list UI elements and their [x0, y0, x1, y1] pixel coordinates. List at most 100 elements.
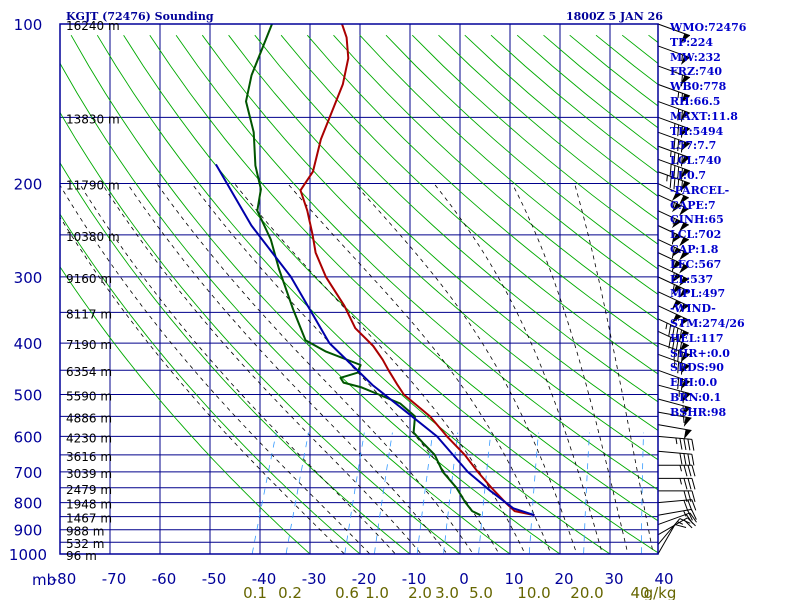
wind-barb-flag: [679, 195, 689, 205]
wind-barb-full: [677, 179, 680, 191]
temperature-tick-label: 40: [654, 570, 673, 588]
wind-barb-full: [677, 377, 680, 390]
wind-barb-flag: [680, 55, 690, 65]
temperature-tick-label: 30: [604, 570, 623, 588]
wind-barb-full: [671, 260, 675, 272]
wind-barb: [657, 264, 690, 286]
wind-barb-full: [675, 340, 679, 352]
wind-barb-full: [677, 139, 680, 152]
sounding-index: MPL:497: [670, 287, 726, 301]
wind-barb-full: [679, 438, 683, 450]
wind-barb: [657, 524, 687, 555]
temperature-tick-label: 10: [504, 570, 523, 588]
dewpoint-profile: [245, 24, 481, 517]
wind-barb-full: [675, 328, 679, 340]
wind-barb-full: [679, 329, 683, 342]
wind-barb-full: [683, 500, 689, 512]
pressure-label: 700: [14, 464, 43, 482]
wind-barb-flag: [680, 75, 690, 85]
wind-barb-full: [673, 152, 676, 164]
mixing-ratio-line: [344, 432, 365, 554]
moist-adiabat: [156, 183, 474, 554]
sounding-index: LCL:702: [670, 228, 722, 242]
sounding-index: MW:232: [670, 50, 721, 64]
mixing-ratio-line: [416, 432, 434, 554]
wind-barb-flag: [682, 392, 691, 402]
wind-barb-full: [674, 524, 687, 528]
wind-barb-staff: [657, 65, 691, 79]
wind-barb-full: [691, 454, 695, 466]
moist-adiabat: [574, 183, 654, 554]
wind-barb-full: [677, 166, 680, 179]
wind-barb-flag: [671, 247, 682, 257]
height-label: 8117 m: [66, 307, 112, 321]
wind-barb-full: [673, 349, 676, 361]
sounding-index: TP:224: [670, 35, 714, 49]
temperature-tick-label: -30: [302, 570, 327, 588]
wind-barb-full: [687, 478, 692, 490]
wind-barb-full: [673, 165, 676, 177]
sounding-index: BSHR:98: [670, 405, 727, 419]
temperature-tick-label: -20: [352, 570, 377, 588]
wind-barb-staff: [657, 524, 676, 555]
wind-barb-flag: [671, 233, 682, 244]
wind-barb-flag: [671, 203, 682, 213]
wind-barb-full: [680, 74, 683, 87]
sounding-index: CAPE:7: [670, 198, 716, 212]
wind-barb-flag: [671, 300, 682, 310]
pressure-label: 400: [14, 335, 43, 353]
wind-barb-full: [691, 478, 696, 490]
wind-barb-flag: [671, 273, 682, 283]
moist-adiabat: [101, 183, 422, 554]
wind-barb-staff: [657, 517, 688, 536]
sounding-index: LFC:567: [670, 257, 722, 271]
wind-barb-flag: [680, 141, 690, 152]
wind-barb-full: [687, 465, 692, 477]
wind-barb-full: [677, 153, 680, 166]
wind-barb-flag: [679, 264, 689, 274]
wind-barb: [657, 145, 691, 167]
wind-barb-flag: [680, 352, 690, 363]
sounding-curves: [215, 24, 535, 517]
wind-barb-half: [673, 123, 676, 130]
wind-barb: [657, 342, 691, 364]
wind-barb-staff: [657, 450, 692, 455]
wind-barb-flag: [671, 285, 682, 295]
dry-adiabat: [280, 34, 658, 375]
mixing-ratio-line: [583, 432, 590, 554]
mixing-ratio-label: 40: [630, 584, 649, 600]
wind-barb-flag: [679, 251, 689, 261]
height-label: 988 m: [66, 525, 104, 539]
dry-adiabat: [60, 265, 311, 554]
valid-time: 1800Z 5 JAN 26: [566, 10, 663, 23]
wind-barb-flag: [679, 222, 689, 232]
wind-barb-flag: [671, 314, 682, 324]
wind-barb-staff: [657, 398, 691, 409]
chart-title: KGJT (72476) Sounding: [66, 10, 214, 23]
temperature-tick-label: -40: [252, 570, 277, 588]
dry-adiabat: [333, 34, 658, 321]
wind-barb: [657, 276, 690, 298]
height-label: 9160 m: [66, 272, 112, 286]
wind-barb-half: [675, 437, 678, 445]
wind-barb-flag: [679, 276, 689, 286]
mixing-ratio-line: [478, 432, 492, 554]
wind-barb-full: [668, 324, 672, 337]
wind-barb-full: [683, 438, 687, 450]
wind-barb-flag: [680, 33, 690, 43]
height-label: 16240 m: [66, 19, 120, 33]
wind-barb-full: [687, 490, 692, 502]
wind-barb-staff: [657, 435, 692, 440]
dry-adiabat: [359, 34, 658, 295]
wind-barb-full: [680, 110, 683, 122]
wind-barb-half: [673, 360, 676, 367]
wind-barb: [657, 508, 697, 521]
wind-barb: [657, 411, 692, 427]
wind-barb-full: [671, 326, 675, 338]
wind-barb-full: [673, 177, 676, 190]
wind-barb-full: [677, 108, 680, 121]
sounding-index: EHI:0.0: [670, 376, 718, 390]
temperature-tick-label: -80: [52, 570, 77, 588]
height-label: 4230 m: [66, 431, 112, 445]
wind-barb-staff: [657, 45, 691, 59]
